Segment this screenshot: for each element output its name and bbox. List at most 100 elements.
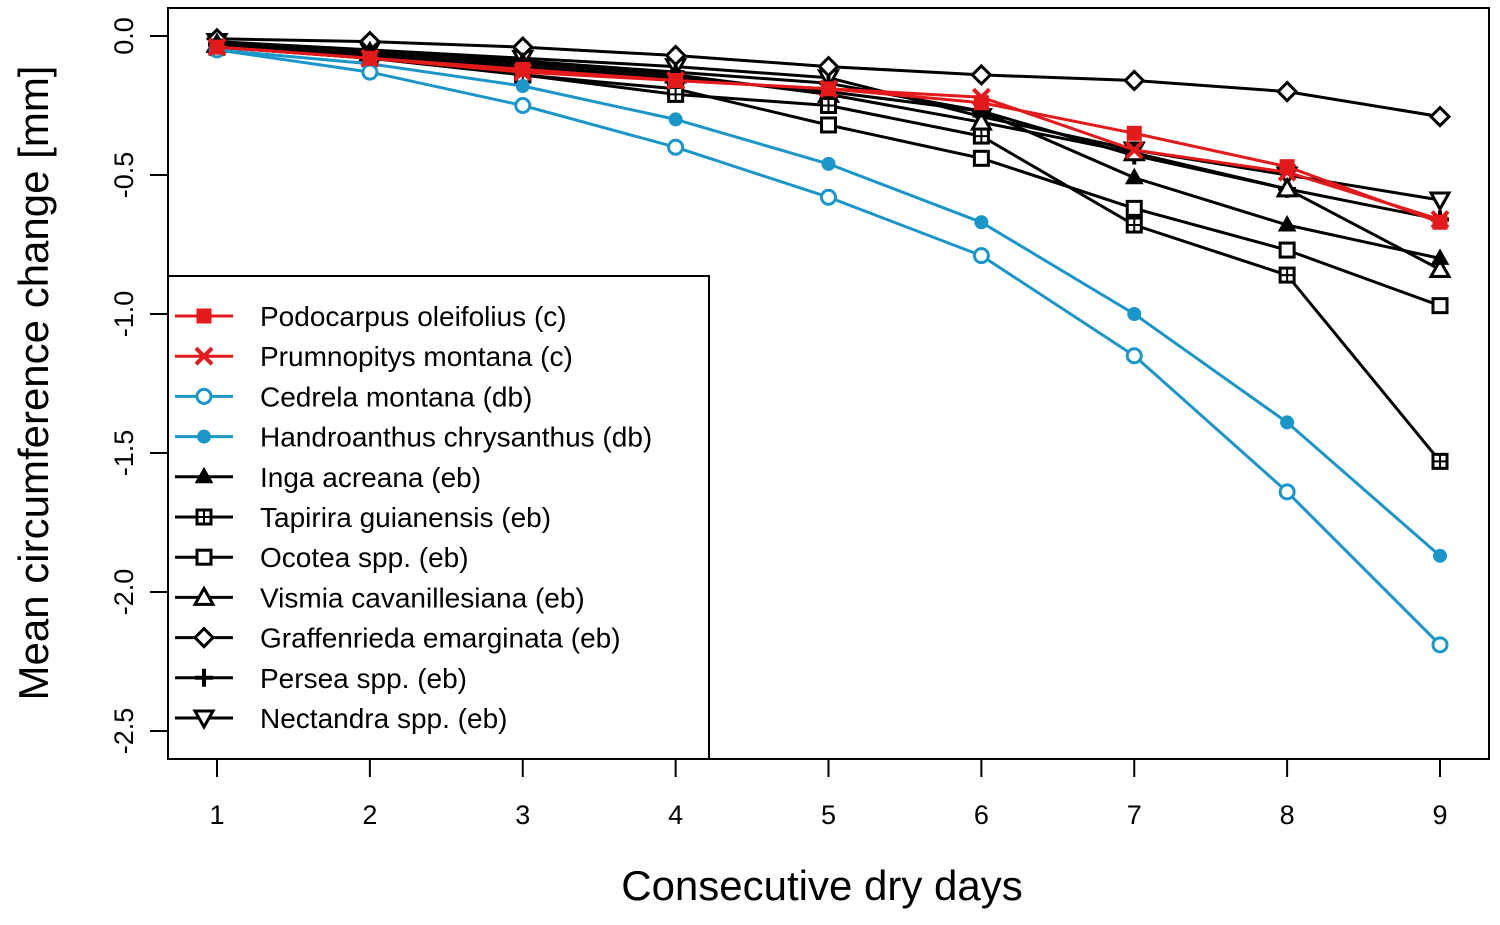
- y-tick-label: -2.5: [109, 708, 139, 755]
- data-point: [1276, 80, 1299, 103]
- data-point: [1433, 454, 1447, 469]
- x-tick-label: 9: [1432, 800, 1447, 830]
- legend-marker: [194, 346, 214, 366]
- data-point: [1275, 176, 1299, 198]
- y-tick-label: -1.0: [109, 291, 139, 338]
- legend-entry: Cedrela montana (db): [175, 381, 532, 412]
- legend-marker: [195, 387, 213, 405]
- y-tick-label: -0.5: [109, 152, 139, 199]
- data-point: [667, 138, 685, 156]
- x-tick-label: 1: [209, 800, 224, 830]
- legend-entry: Podocarpus oleifolius (c): [175, 301, 567, 332]
- data-point: [361, 63, 379, 81]
- data-point: [1123, 69, 1146, 92]
- series-layer: [205, 27, 1452, 654]
- legend-entry: Ocotea spp. (eb): [175, 542, 469, 573]
- legend-marker: [196, 308, 212, 324]
- legend-label: Tapirira guianensis (eb): [260, 502, 551, 533]
- data-point: [1280, 415, 1295, 430]
- data-point: [974, 129, 989, 144]
- data-point: [972, 247, 990, 265]
- data-point: [1125, 347, 1143, 365]
- data-point: [1433, 548, 1447, 563]
- data-point: [820, 188, 837, 206]
- legend-entry: Tapirira guianensis (eb): [175, 502, 551, 533]
- legend-marker: [194, 466, 214, 484]
- data-point: [1431, 297, 1449, 315]
- legend-label: Handroanthus chrysanthus (db): [260, 422, 652, 453]
- data-point: [1279, 159, 1295, 175]
- legend-label: Podocarpus oleifolius (c): [260, 301, 567, 332]
- legend: Podocarpus oleifolius (c) Prumnopitys mon…: [167, 275, 710, 760]
- data-point: [1127, 307, 1142, 321]
- x-tick-label: 8: [1280, 800, 1295, 830]
- data-point: [974, 215, 989, 230]
- data-point: [1280, 268, 1295, 283]
- legend-marker: [192, 626, 216, 649]
- data-point: [1432, 214, 1448, 230]
- data-point: [1278, 241, 1296, 259]
- x-tick-label: 5: [821, 800, 836, 830]
- series-podocarpus-oleifolius-c: [209, 39, 1448, 230]
- data-point: [515, 61, 531, 77]
- legend-label: Prumnopitys montana (c): [260, 341, 573, 372]
- y-tick-label: -1.5: [109, 430, 139, 477]
- data-point: [821, 81, 836, 97]
- legend-entry: Persea spp. (eb): [175, 663, 467, 694]
- series-cedrela-montana-db: [208, 41, 1449, 654]
- data-point: [821, 156, 836, 171]
- legend-entry: Prumnopitys montana (c): [175, 341, 573, 372]
- x-tick-label: 3: [515, 800, 530, 830]
- series-graffenrieda-emarginata-eb: [205, 27, 1452, 128]
- data-point: [209, 39, 225, 55]
- data-point: [362, 50, 378, 66]
- legend-marker: [192, 709, 216, 731]
- x-tick-label: 6: [974, 800, 989, 830]
- legend-entry: Graffenrieda emarginata (eb): [175, 623, 621, 654]
- data-point: [515, 79, 530, 94]
- legend-entry: Handroanthus chrysanthus (db): [175, 422, 652, 453]
- legend-label: Inga acreana (eb): [260, 462, 481, 493]
- legend-label: Vismia cavanillesiana (eb): [260, 582, 585, 613]
- data-point: [1126, 125, 1142, 141]
- legend-label: Nectandra spp. (eb): [260, 703, 507, 734]
- legend-marker: [197, 510, 211, 524]
- y-axis-title: Mean circumference change [mm]: [10, 66, 57, 701]
- data-point: [821, 98, 836, 113]
- legend-label: Ocotea spp. (eb): [260, 542, 469, 573]
- data-point: [1278, 483, 1296, 501]
- data-point: [1430, 248, 1450, 265]
- data-point: [820, 116, 837, 134]
- data-point: [668, 112, 683, 127]
- legend-marker: [195, 668, 213, 687]
- legend-marker: [192, 585, 216, 606]
- data-point: [970, 63, 993, 87]
- legend-label: Graffenrieda emarginata (eb): [260, 623, 621, 654]
- legend-entry: Inga acreana (eb): [175, 462, 481, 493]
- data-point: [1124, 167, 1144, 185]
- x-tick-label: 4: [668, 800, 683, 830]
- data-point: [514, 97, 532, 114]
- data-point: [1125, 199, 1143, 217]
- data-point: [1124, 140, 1144, 160]
- data-point: [1428, 105, 1452, 128]
- data-point: [972, 149, 990, 167]
- y-tick-label: 0.0: [109, 17, 139, 55]
- legend-label: Persea spp. (eb): [260, 663, 467, 694]
- data-point: [1431, 636, 1449, 654]
- data-point: [1428, 191, 1452, 213]
- data-point: [1277, 215, 1297, 232]
- legend-marker: [197, 429, 211, 444]
- legend-entry: Vismia cavanillesiana (eb): [175, 582, 585, 613]
- x-tick-label: 7: [1127, 800, 1142, 830]
- y-tick-label: -2.0: [109, 569, 139, 616]
- data-point: [1428, 257, 1452, 279]
- data-point: [1127, 218, 1142, 233]
- data-point: [817, 55, 840, 78]
- x-axis-title: Consecutive dry days: [621, 862, 1023, 909]
- legend-label: Cedrela montana (db): [260, 381, 532, 412]
- data-point: [668, 87, 683, 102]
- legend-box: [167, 275, 710, 760]
- data-point: [973, 95, 989, 111]
